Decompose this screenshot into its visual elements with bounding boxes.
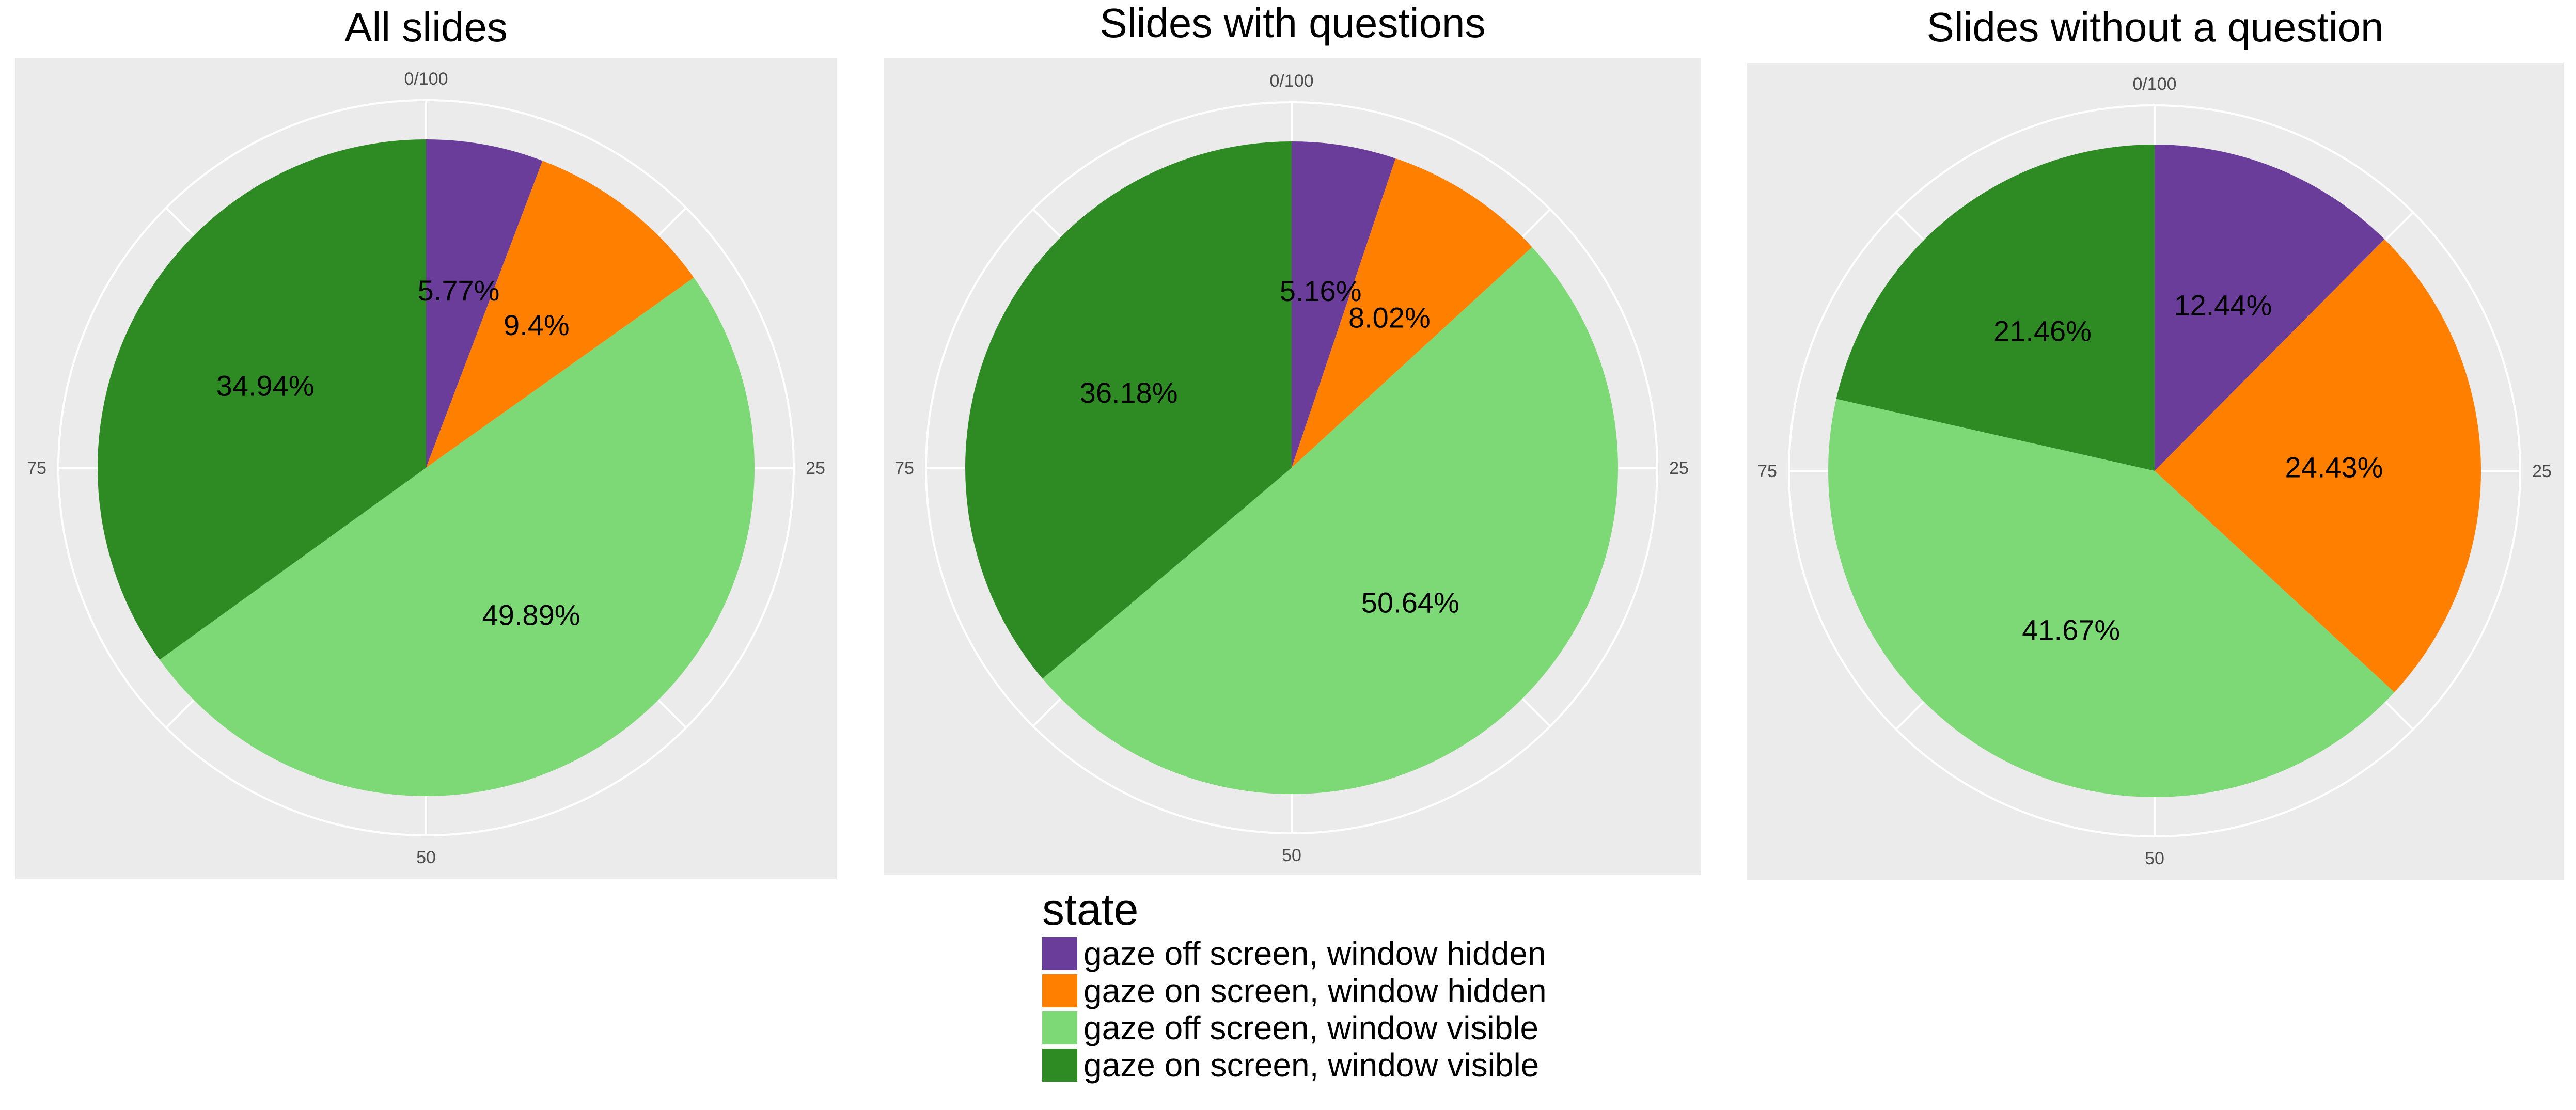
pie-panel-3: Slides without a question 12.44% 24.43% 41.… <box>1747 4 2564 880</box>
pie-slice-3 <box>1828 399 2395 797</box>
legend-item-gaze-off-visible: gaze off screen, window visible <box>1042 1010 1610 1046</box>
polar-grid-line <box>165 207 196 237</box>
axis-tick-label: 0/100 <box>404 69 448 89</box>
legend-swatch <box>1042 1011 1077 1044</box>
axis-tick-label: 50 <box>416 848 436 867</box>
pie-slice-4 <box>965 141 1292 679</box>
polar-grid-line <box>1032 208 1062 239</box>
axis-tick-label: 0/100 <box>2132 74 2176 94</box>
pie-slice-1 <box>426 139 543 468</box>
panel-title: Slides without a question <box>1927 4 2384 50</box>
polar-grid-line <box>1521 697 1551 727</box>
legend: state gaze off screen, window hidden gaz… <box>1042 884 1610 1090</box>
legend-swatch <box>1042 1049 1077 1082</box>
data-label: 5.77% <box>418 274 500 307</box>
pie-slice-2 <box>1292 158 1532 468</box>
pie-panel-2: Slides with questions 5.16%8.02% 50.64% 36.… <box>884 0 1701 875</box>
panel-title: All slides <box>344 4 508 50</box>
panel-title: Slides with questions <box>1099 0 1485 46</box>
polar-grid-line <box>1895 211 1925 242</box>
data-label: 8.02% <box>1348 302 1431 334</box>
polar-grid-line <box>1521 208 1551 239</box>
polar-grid-line <box>2384 211 2414 242</box>
data-label: 24.43% <box>2285 451 2383 483</box>
pie-slice-4 <box>98 139 426 660</box>
pie-slice-1 <box>2155 145 2385 471</box>
legend-item-gaze-on-visible: gaze on screen, window visible <box>1042 1047 1610 1083</box>
data-label: 41.67% <box>2022 614 2120 646</box>
data-label: 9.4% <box>504 309 570 341</box>
axis-tick-label: 25 <box>806 458 825 478</box>
pie-slice-3 <box>160 277 755 797</box>
axis-tick-label: 75 <box>1757 462 1777 481</box>
data-label: 36.18% <box>1080 376 1178 409</box>
axis-tick-label: 25 <box>2532 462 2552 481</box>
legend-label: gaze on screen, window visible <box>1083 1046 1540 1084</box>
pie-slice-4 <box>1836 145 2155 471</box>
polar-grid-line <box>1032 697 1062 727</box>
polar-grid-line <box>1895 700 1925 731</box>
polar-grid-line <box>656 207 687 237</box>
axis-tick-label: 50 <box>2145 849 2164 868</box>
data-label: 50.64% <box>1361 586 1459 619</box>
pie-panel-1: All slides 5.77%9.4% 49.89% 34.94% 0/100 25 50… <box>15 4 837 879</box>
data-label: 49.89% <box>482 598 580 631</box>
data-label: 34.94% <box>216 370 315 402</box>
polar-grid-line <box>2384 700 2414 731</box>
pie-slice-3 <box>1042 247 1619 795</box>
legend-label: gaze on screen, window hidden <box>1083 972 1547 1009</box>
polar-grid-line <box>656 698 687 728</box>
pie-slice-2 <box>426 161 694 468</box>
legend-swatch <box>1042 937 1077 970</box>
data-label: 5.16% <box>1280 275 1362 307</box>
axis-tick-label: 75 <box>27 458 46 478</box>
axis-tick-label: 0/100 <box>1269 71 1313 91</box>
legend-label: gaze off screen, window hidden <box>1083 935 1546 972</box>
polar-grid-line <box>165 698 196 728</box>
data-label: 21.46% <box>1993 314 2092 347</box>
axis-tick-label: 50 <box>1282 846 1301 865</box>
legend-item-gaze-off-hidden: gaze off screen, window hidden <box>1042 935 1610 972</box>
data-label: 12.44% <box>2174 289 2272 322</box>
axis-tick-label: 75 <box>894 458 914 478</box>
pie-slice-1 <box>1292 141 1396 468</box>
legend-item-gaze-on-hidden: gaze on screen, window hidden <box>1042 973 1610 1009</box>
pie-slice-2 <box>2155 239 2481 692</box>
legend-title: state <box>1042 885 1139 934</box>
legend-label: gaze off screen, window visible <box>1083 1009 1539 1046</box>
legend-swatch <box>1042 974 1077 1007</box>
axis-tick-label: 25 <box>1669 458 1689 478</box>
